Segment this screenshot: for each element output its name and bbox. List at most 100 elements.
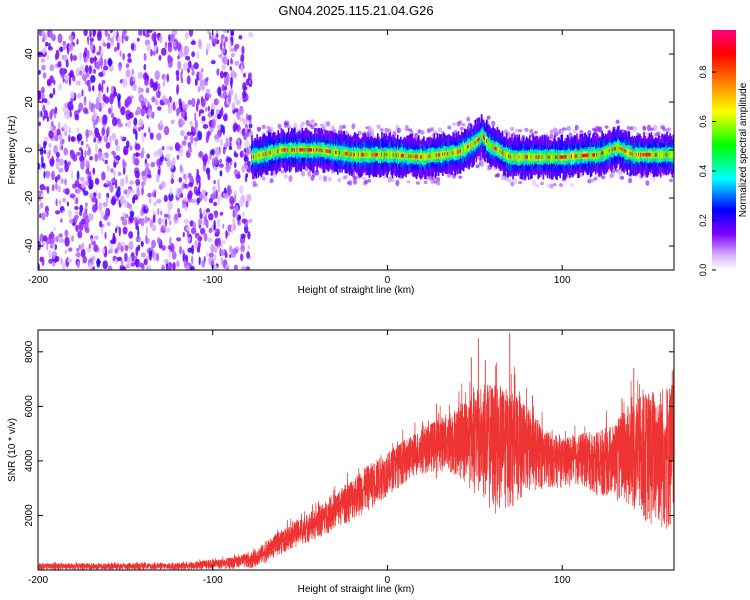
spectrogram-halo-cell [280, 170, 285, 174]
spectrogram-peak-cell [564, 155, 567, 159]
spectrogram-band-cell [493, 143, 495, 152]
spectrogram-noise-cell [89, 42, 94, 52]
spectrogram-noise-cell [51, 261, 56, 267]
spectrogram-noise-cell [40, 155, 44, 164]
spectrogram-band-cell [500, 148, 503, 157]
spectrogram-peak-cell [625, 149, 627, 153]
figure-title: GN04.2025.115.21.04.G26 [278, 3, 433, 18]
spectrogram-noise-cell [140, 107, 146, 117]
spectrogram-noise-cell [94, 103, 100, 109]
spectrogram-band-cell [434, 151, 437, 160]
spectrogram-noise-cell [109, 30, 114, 34]
y-tick-label: -20 [24, 190, 35, 205]
spectrogram-noise-cell [230, 31, 235, 36]
spectrogram-noise-cell [186, 131, 192, 136]
spectrogram-noise-cell [179, 245, 182, 255]
spectrogram-noise-cell [234, 205, 239, 214]
spectrogram-noise-cell [56, 174, 61, 181]
spectrogram-noise-cell [83, 96, 87, 103]
spectrogram-noise-cell [43, 98, 48, 104]
spectrogram-noise-cell [95, 190, 99, 199]
spectrogram-noise-cell [145, 106, 149, 114]
spectrogram-noise-cell [234, 161, 237, 169]
spectrogram-noise-cell [46, 54, 50, 61]
spectrogram-band-cell [633, 151, 636, 159]
spectrogram-halo-cell [461, 123, 466, 127]
spectrogram-noise-cell [227, 188, 232, 195]
spectrogram-peak-cell [624, 148, 626, 153]
spectrogram-halo-cell [423, 180, 428, 185]
spectrogram-band-cell [417, 152, 420, 161]
spectrogram-noise-cell [194, 119, 198, 130]
spectrogram-noise-cell [141, 186, 144, 196]
spectrogram-band-cell [667, 150, 669, 159]
spectrogram-band-cell [370, 150, 373, 159]
spectrogram-noise-cell [143, 63, 147, 71]
spectrogram-peak-cell [531, 155, 533, 159]
colorbar-tick-label: 0.2 [698, 214, 708, 227]
spectrogram-noise-cell [49, 231, 54, 240]
spectrogram-peak-cell [548, 155, 551, 159]
spectrogram-band-cell [252, 152, 254, 161]
spectrogram-peak-cell [403, 154, 405, 158]
spectrogram-noise-cell [121, 136, 127, 142]
spectrogram-peak-cell [635, 152, 638, 157]
spectrogram-peak-cell [587, 153, 590, 157]
spectrogram-peak-cell [310, 148, 313, 152]
spectrogram-band-cell [545, 153, 548, 162]
spectrogram-peak-cell [395, 153, 398, 157]
spectrogram-noise-cell [248, 72, 252, 79]
spectrogram-band-cell [491, 142, 493, 151]
spectrogram-noise-cell [92, 256, 95, 266]
spectrogram-band-cell [341, 148, 343, 157]
spectrogram-noise-cell [112, 170, 116, 177]
spectrogram-noise-cell [177, 55, 180, 60]
spectrogram-noise-cell [98, 116, 103, 123]
spectrogram-noise-cell [68, 42, 74, 52]
spectrogram-band-cell [388, 150, 391, 159]
spectrogram-noise-cell [117, 241, 122, 250]
spectrogram-xlabel: Height of straight line (km) [298, 285, 415, 296]
spectrogram-band-cell [497, 146, 500, 154]
spectrogram-band-cell [466, 143, 468, 152]
spectrogram-halo-cell [513, 178, 518, 185]
spectrogram-band-cell [338, 148, 340, 157]
spectrogram-peak-cell [559, 155, 561, 159]
spectrogram-noise-cell [153, 190, 157, 198]
spectrogram-noise-cell [150, 161, 156, 168]
spectrogram-noise-cell [158, 54, 162, 61]
spectrogram-peak-cell [313, 148, 315, 152]
spectrogram-peak-cell [309, 148, 312, 152]
spectrogram-noise-cell [55, 151, 60, 158]
spectrogram-peak-cell [412, 154, 415, 159]
spectrogram-noise-cell [44, 186, 50, 191]
spectrogram-halo-cell [593, 176, 598, 181]
spectrogram-noise-cell [222, 55, 228, 65]
spectrogram-noise-cell [143, 258, 148, 266]
spectrogram-noise-cell [204, 78, 208, 83]
spectrogram-noise-cell [98, 202, 103, 212]
spectrogram-noise-cell [69, 218, 74, 224]
spectrogram-noise-cell [41, 64, 46, 71]
x-tick-label: -200 [28, 575, 48, 586]
spectrogram-band-cell [514, 153, 516, 162]
spectrogram-noise-cell [138, 118, 144, 128]
spectrogram-noise-cell [51, 125, 56, 131]
spectrogram-noise-cell [240, 64, 244, 74]
spectrogram-band-cell [626, 148, 629, 157]
spectrogram-noise-cell [185, 264, 190, 270]
spectrogram-band-cell [505, 151, 508, 160]
spectrogram-noise-cell [135, 258, 140, 268]
spectrogram-band-cell [263, 150, 266, 158]
spectrogram-band-cell [372, 150, 375, 158]
spectrogram-band-cell [390, 151, 393, 159]
spectrogram-noise-cell [106, 179, 109, 185]
spectrogram-band-cell [509, 152, 511, 160]
spectrogram-band-cell [365, 151, 367, 159]
spectrogram-noise-cell [233, 44, 238, 52]
spectrogram-noise-cell [247, 114, 252, 121]
spectrogram-noise-cell [81, 89, 84, 97]
spectrogram-noise-cell [146, 226, 149, 236]
spectrogram-band-cell [603, 148, 605, 156]
spectrogram-noise-cell [90, 75, 96, 83]
